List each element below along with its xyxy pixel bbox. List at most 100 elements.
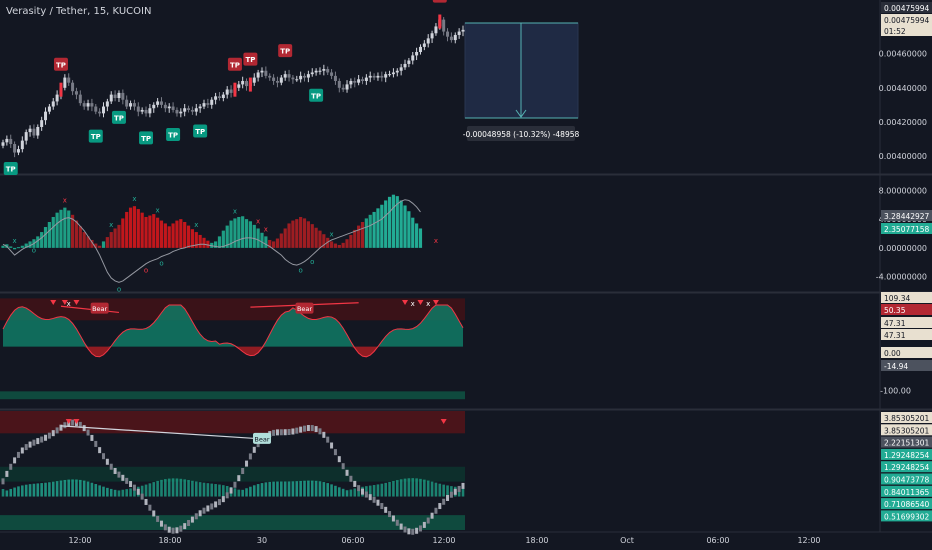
wave-bottom-zone [0,515,465,530]
osc-divergence [60,305,120,314]
price-axis[interactable]: 0.00400000 0.00420000 0.00440000 0.00460000… [876,2,932,522]
tp-badge [88,129,103,143]
macd-bar [90,239,94,248]
wave-block [125,477,129,484]
wave-block [175,527,179,534]
tp-badge [227,57,242,71]
wave-histogram [191,480,194,497]
wave-histogram [40,483,43,497]
candle [272,77,276,81]
main-pane[interactable]: TP TP TP TP TP TP TP TP TP TP TP TP -0.00048958 (-10… [1,0,580,176]
wave-histogram [102,486,105,497]
time-axis[interactable]: 12:00 18:00 30 06:00 12:00 18:00 Oct 06:00 12:00 [68,536,820,545]
wave-block [241,468,245,475]
candle [415,52,419,56]
osc-value-tag-text: 47.31 [884,319,906,328]
wave-value-tag-text: 0.51699302 [884,512,930,521]
macd-bar [82,232,86,248]
tp-text: TP [435,0,445,1]
tp-label: TP [139,131,154,145]
wave-value-tag-bg [881,436,932,448]
osc-ob-zone [0,298,465,321]
wave-histogram [276,481,279,497]
candle [407,60,411,64]
wave-histogram [446,485,449,497]
wave-histogram [94,484,98,497]
candle [40,120,44,127]
wave-block [47,432,51,439]
candle [167,106,171,109]
macd-bar [190,229,195,248]
wave-block [187,519,191,526]
candle [198,106,202,109]
macd-bar [326,237,330,248]
macd-bar [225,225,229,248]
wave-block [140,493,144,500]
candle [418,46,422,53]
macd-bar [364,218,368,248]
osc-line [2,304,464,358]
osc-value-tag-bg [881,292,932,303]
candle [384,74,388,78]
wave-value-tag-text: 0.90473778 [884,476,930,485]
wave-histogram [395,480,399,497]
macd-marker: x [434,237,438,245]
wave-histogram [206,483,210,497]
wave-block [341,463,345,470]
wave-block [415,527,419,534]
candle [252,77,256,83]
macd-bar [353,229,357,248]
candle [337,80,341,88]
wave-histogram [434,482,438,497]
tp-text: TP [311,92,321,100]
macd-bar [12,247,17,250]
wave-histogram [214,484,217,497]
oscillator-pane[interactable]: Bear Bear x x x [0,298,465,400]
wave-histogram [17,486,20,497]
candle [318,70,322,72]
osc-bear-badge [295,302,314,314]
wave-block [132,484,136,491]
candle [16,149,20,153]
wave-histogram [48,482,51,497]
osc-bear-text: Bear [92,305,107,313]
candle [221,94,225,99]
candle [237,84,241,88]
wave-value-tag-text: 0.71086540 [884,500,930,509]
wave-block [229,487,233,494]
wave-block [86,429,90,436]
wave-block [121,474,125,481]
wave-block [152,510,156,517]
wave-histogram [450,486,453,497]
candle [36,126,40,136]
candle [121,92,125,100]
wave-bear-label: Bear [252,432,271,444]
candle [47,106,51,112]
macd-bar [148,215,152,248]
wave-histogram [152,482,156,497]
osc-bear-badge [90,302,109,314]
candle [24,132,28,141]
macd-bar [329,241,334,248]
macd-bar [318,230,322,248]
price-tick: 0.00400000 [879,152,927,161]
wave-block [337,456,341,463]
macd-bar [345,239,349,248]
wave-block [376,499,380,506]
osc-bear-label: Bear [90,302,109,314]
candle [20,140,24,150]
candle [194,108,198,112]
wave-histogram [419,478,422,497]
macd-marker: o [298,267,302,275]
wave-block [426,517,430,524]
time-tick: 30 [257,536,267,545]
wave-block [51,430,55,437]
wave-block [330,442,334,449]
wave-value-tag-text: 3.85305201 [884,414,930,423]
osc-value-tag-text: 0.00 [884,349,901,358]
last-price-tag-bg [881,2,932,13]
macd-bar [171,223,175,248]
wave-pane[interactable]: Bear [0,411,465,535]
